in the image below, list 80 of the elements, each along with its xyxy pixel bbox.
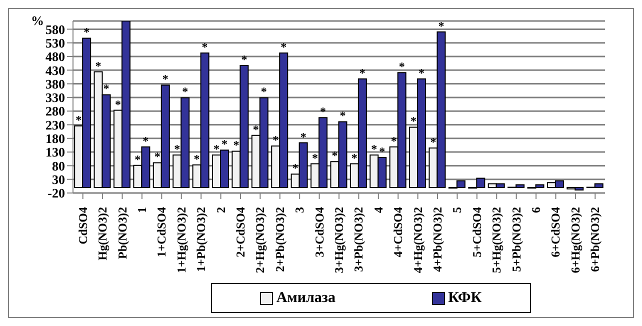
x-tick-label: 4+Hg(NO3)2 <box>410 207 425 274</box>
y-tick-label: 480 <box>46 49 65 64</box>
data-label: * <box>142 134 149 148</box>
x-tick-label: Pb(NO3)2 <box>115 207 130 259</box>
data-label: * <box>332 148 338 163</box>
x-tick-label: 3+CdSO4 <box>312 207 326 258</box>
x-tick-label: 6+Hg(NO3)2 <box>568 207 582 274</box>
y-tick-label: 380 <box>46 76 65 92</box>
x-tick-label: 3+Hg(NO3)2 <box>332 207 346 274</box>
data-label: * <box>260 84 267 99</box>
data-label: * <box>114 97 121 112</box>
data-label: * <box>371 142 378 156</box>
data-label: * <box>182 84 188 99</box>
data-label: * <box>438 18 444 33</box>
data-label: * <box>252 122 259 136</box>
data-label: * <box>300 130 306 144</box>
x-tick-label: 4 <box>371 207 386 213</box>
data-label: * <box>410 114 417 128</box>
data-label: * <box>194 152 200 166</box>
data-label: * <box>320 104 326 119</box>
x-tick-label: 1 <box>134 207 149 213</box>
data-label: * <box>430 134 436 149</box>
data-label: * <box>134 152 141 166</box>
data-label: * <box>174 142 180 156</box>
data-label: * <box>162 72 168 86</box>
data-label: * <box>292 161 298 176</box>
data-label: * <box>418 66 425 80</box>
data-label: * <box>340 108 346 123</box>
y-tick-label: 130 <box>46 144 65 160</box>
data-label: * <box>312 150 318 165</box>
x-tick-label: 2 <box>214 207 228 213</box>
x-tick-label: 1+Pb(NO3)2 <box>194 207 208 272</box>
data-label: * <box>214 142 220 156</box>
x-tick-label: 2+Hg(NO3)2 <box>253 207 268 274</box>
data-label: * <box>222 137 228 152</box>
x-tick-label: 2+Pb(NO3)2 <box>272 207 287 272</box>
y-tick-label: 30 <box>52 172 65 187</box>
data-label: * <box>202 40 208 54</box>
data-label: * <box>280 40 287 54</box>
data-label: * <box>241 52 248 66</box>
y-tick-label: 180 <box>46 131 65 146</box>
data-label: * <box>390 134 397 148</box>
x-tick-label: 5 <box>450 207 464 213</box>
y-tick-label: 80 <box>52 158 65 174</box>
y-tick-label: -20 <box>48 186 65 201</box>
x-tick-label: 5+CdSO4 <box>470 207 484 258</box>
x-tick-label: 2+CdSO4 <box>233 207 248 258</box>
data-label: * <box>233 138 240 152</box>
x-tick-label: 3 <box>292 207 307 213</box>
legend-label: Амилаза <box>276 290 336 306</box>
data-label: * <box>154 150 160 164</box>
x-tick-label: 4+CdSO4 <box>391 207 406 258</box>
data-label: * <box>103 82 110 96</box>
x-tick-label: 5+Hg(NO3)2 <box>490 207 504 274</box>
x-tick-label: 3+Pb(NO3)2 <box>352 207 366 272</box>
x-tick-label: CdSO4 <box>76 207 90 244</box>
x-tick-label: 6 <box>529 207 544 213</box>
y-tick-label: 230 <box>46 117 65 132</box>
x-tick-label: Hg(NO3)2 <box>96 207 110 260</box>
data-label: * <box>359 66 366 80</box>
data-label: * <box>95 58 102 73</box>
y-tick-label: 280 <box>46 104 65 119</box>
x-tick-label: 6+Pb(NO3)2 <box>588 207 602 272</box>
y-tick-label: 530 <box>46 35 65 50</box>
y-tick-label: 580 <box>46 22 65 37</box>
data-label: * <box>272 133 279 148</box>
legend-label: КФК <box>448 290 482 306</box>
y-tick-label: 430 <box>46 62 65 78</box>
x-tick-label: 1+Hg(NO3)2 <box>174 207 188 274</box>
data-label: * <box>76 112 82 127</box>
data-label: * <box>379 144 386 159</box>
x-tick-label: 5+Pb(NO3)2 <box>509 207 524 272</box>
data-label: * <box>398 60 405 74</box>
data-label: * <box>351 150 358 165</box>
x-tick-label: 1+CdSO4 <box>154 207 169 258</box>
y-tick-label: 330 <box>46 90 65 106</box>
x-tick-label: 4+Pb(NO3)2 <box>430 207 445 272</box>
x-tick-label: 6+CdSO4 <box>548 207 563 258</box>
data-label: * <box>84 25 90 40</box>
y-axis-title: % <box>31 13 44 29</box>
